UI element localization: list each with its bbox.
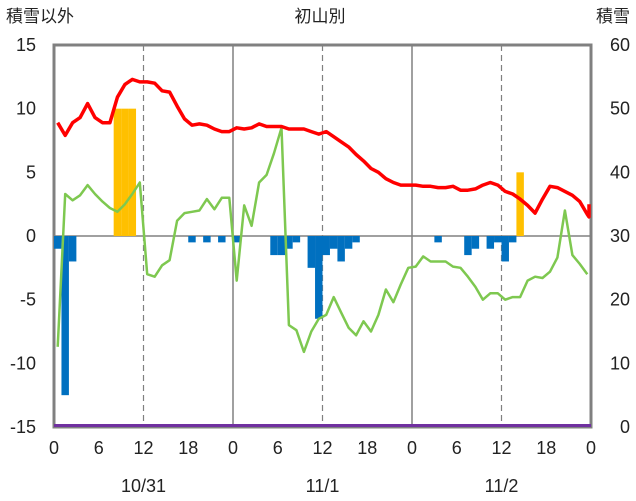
bar	[329, 236, 338, 249]
date-label: 11/1	[306, 476, 340, 496]
left-tick-label: 15	[16, 35, 36, 55]
bar	[292, 236, 301, 243]
left-tick-label: 0	[26, 226, 36, 246]
bar	[54, 236, 62, 249]
x-tick-label: 0	[49, 438, 59, 458]
bar	[68, 236, 77, 262]
bar	[128, 108, 137, 236]
date-label: 10/31	[121, 476, 166, 496]
x-tick-label: 6	[273, 438, 283, 458]
x-tick-label: 18	[178, 438, 198, 458]
series-line	[56, 126, 589, 354]
chart-title: 初山別	[295, 7, 346, 27]
left-tick-label: -5	[20, 290, 36, 310]
bar	[61, 236, 69, 396]
x-tick-label: 6	[452, 438, 462, 458]
x-tick-label: 0	[586, 438, 596, 458]
bar	[516, 172, 524, 236]
x-tick-label: 18	[536, 438, 556, 458]
bar-series	[54, 108, 524, 396]
bar	[203, 236, 211, 243]
right-tick-label: 40	[610, 162, 630, 182]
bar	[277, 236, 286, 256]
x-tick-label: 6	[94, 438, 104, 458]
x-tick-label: 12	[133, 438, 153, 458]
bar	[352, 236, 360, 243]
bar	[121, 108, 129, 236]
bar	[344, 236, 353, 249]
line-series	[54, 77, 591, 427]
bar	[218, 236, 226, 243]
left-tick-label: -10	[10, 353, 36, 373]
bar	[494, 236, 502, 243]
bar	[508, 236, 517, 243]
bar	[285, 236, 293, 249]
bar	[233, 236, 241, 243]
bar	[270, 236, 278, 256]
right-tick-label: 50	[610, 99, 630, 119]
left-axis-label: 積雪以外	[6, 7, 74, 27]
bar	[434, 236, 442, 243]
bar	[315, 236, 323, 319]
right-tick-label: 0	[620, 417, 630, 437]
x-tick-label: 12	[491, 438, 511, 458]
bar	[464, 236, 472, 256]
bar	[307, 236, 316, 268]
bar	[486, 236, 495, 249]
right-axis-label: 積雪	[596, 7, 630, 27]
bar	[501, 236, 509, 262]
x-tick-label: 12	[312, 438, 332, 458]
bar	[113, 108, 122, 236]
bar	[188, 236, 196, 243]
bar	[322, 236, 330, 256]
right-tick-label: 20	[610, 290, 630, 310]
x-tick-label: 0	[228, 438, 238, 458]
x-tick-label: 0	[407, 438, 417, 458]
bar	[337, 236, 345, 262]
left-tick-label: -15	[10, 417, 36, 437]
left-tick-label: 10	[16, 99, 36, 119]
x-tick-label: 18	[357, 438, 377, 458]
series-line	[56, 77, 591, 219]
bar	[471, 236, 480, 249]
right-tick-label: 60	[610, 35, 630, 55]
left-tick-label: 5	[26, 162, 36, 182]
right-tick-label: 30	[610, 226, 630, 246]
date-label: 11/2	[485, 476, 519, 496]
right-tick-label: 10	[610, 353, 630, 373]
